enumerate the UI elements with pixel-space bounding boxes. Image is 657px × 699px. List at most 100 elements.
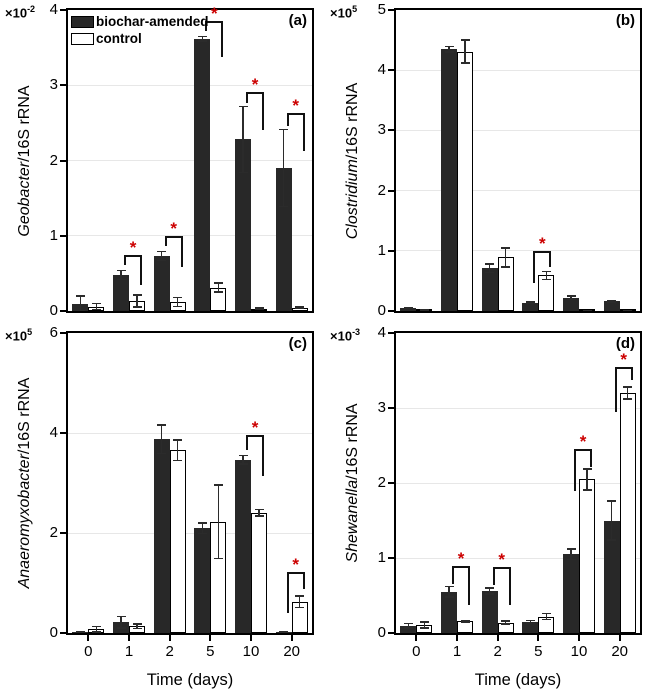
error-bar-cap-top bbox=[444, 45, 454, 48]
error-bar-line bbox=[626, 386, 629, 400]
error-bar-cap-top bbox=[501, 620, 511, 622]
gridline bbox=[68, 432, 312, 434]
significance-bracket-right-leg bbox=[630, 366, 633, 380]
error-bar-cap-bottom bbox=[623, 398, 633, 400]
significance-bracket-right-leg bbox=[262, 434, 264, 476]
error-bar-line bbox=[488, 587, 491, 595]
y-tick-label: 5 bbox=[377, 1, 386, 18]
error-bar-cap-bottom bbox=[91, 631, 101, 633]
error-bar-line bbox=[545, 612, 548, 621]
error-bar-line bbox=[79, 295, 82, 311]
error-bar-cap-bottom bbox=[623, 309, 633, 311]
error-bar-cap-bottom bbox=[566, 558, 576, 561]
bar-biochar-amended bbox=[481, 268, 498, 311]
significance-bracket-left-leg bbox=[574, 449, 576, 491]
error-bar-line bbox=[298, 595, 301, 608]
y-axis-label-genus: Geobacter bbox=[16, 161, 33, 237]
error-bar-line bbox=[242, 105, 244, 174]
error-bar-cap-bottom bbox=[238, 463, 248, 465]
x-tick-mark bbox=[250, 635, 252, 641]
error-bar-line bbox=[242, 454, 244, 465]
error-bar-line bbox=[570, 548, 572, 561]
error-bar-cap-bottom bbox=[485, 271, 495, 274]
significance-star: * bbox=[620, 349, 627, 369]
significance-bracket-top bbox=[246, 434, 264, 437]
y-tick-mark bbox=[388, 407, 394, 409]
error-bar-cap-bottom bbox=[295, 307, 305, 310]
error-bar-cap-bottom bbox=[419, 627, 429, 629]
legend-label-biochar-amended: biochar-amended bbox=[96, 13, 209, 29]
error-bar-cap-bottom bbox=[116, 627, 126, 629]
error-bar-cap-top bbox=[419, 621, 429, 623]
scale-exponent: 5 bbox=[352, 4, 358, 14]
error-bar-cap-top bbox=[541, 612, 551, 615]
legend: biochar-amended control bbox=[71, 13, 209, 47]
error-bar-cap-bottom bbox=[75, 631, 85, 633]
error-bar-cap-bottom bbox=[582, 309, 592, 311]
significance-bracket-right-leg bbox=[140, 254, 142, 285]
error-bar-line bbox=[545, 270, 548, 281]
y-tick-label: 4 bbox=[377, 61, 386, 79]
error-bar-cap-bottom bbox=[254, 308, 264, 311]
y-axis-label-genus: Clostridium bbox=[344, 158, 361, 239]
x-tick-mark bbox=[456, 635, 458, 641]
error-bar-cap-top bbox=[607, 300, 617, 302]
panel-letter: (d) bbox=[615, 335, 635, 352]
y-tick-mark bbox=[388, 632, 394, 634]
y-tick-label: 4 bbox=[377, 324, 386, 341]
panel-letter: (b) bbox=[615, 12, 635, 29]
y-tick-label: 3 bbox=[49, 76, 58, 94]
panel-letter: (c) bbox=[288, 335, 307, 352]
y-tick-mark bbox=[60, 234, 66, 237]
bar-control bbox=[457, 621, 473, 633]
bar-biochar-amended bbox=[235, 139, 251, 311]
error-bar-cap-top bbox=[197, 522, 207, 524]
y-tick-label: 6 bbox=[49, 324, 58, 341]
error-bar-cap-bottom bbox=[238, 171, 248, 174]
error-bar-cap-top bbox=[501, 247, 511, 249]
significance-bracket-left-leg bbox=[286, 571, 289, 613]
y-tick-label: 2 bbox=[49, 524, 58, 541]
y-tick-mark bbox=[60, 9, 66, 11]
error-bar-line bbox=[136, 294, 138, 308]
error-bar-cap-bottom bbox=[116, 278, 126, 281]
significance-star: * bbox=[129, 237, 137, 257]
bar-biochar-amended bbox=[603, 301, 620, 311]
error-bar-cap-top bbox=[566, 548, 576, 550]
error-bar-line bbox=[120, 269, 122, 281]
error-bar-cap-top bbox=[238, 105, 248, 108]
gridline bbox=[396, 69, 640, 71]
plot-area-d: * * * * (d) bbox=[394, 331, 642, 635]
y-axis-label-genus: Anaeromyxobacter bbox=[16, 454, 33, 589]
bar-biochar-amended bbox=[441, 49, 457, 311]
error-bar-cap-bottom bbox=[91, 308, 101, 311]
y-tick-label: 0 bbox=[49, 302, 58, 319]
significance-star: * bbox=[292, 554, 299, 574]
significance-bracket-left-leg bbox=[246, 434, 248, 450]
y-tick-label: 2 bbox=[49, 151, 58, 169]
significance-bracket-right-leg bbox=[302, 113, 305, 152]
error-bar-cap-top bbox=[254, 307, 264, 309]
error-bar-line bbox=[95, 302, 98, 311]
significance-star: * bbox=[539, 233, 546, 253]
significance-bracket-right-leg bbox=[262, 92, 264, 131]
error-bar-cap-bottom bbox=[541, 618, 551, 621]
error-bar-cap-bottom bbox=[525, 302, 535, 304]
significance-bracket-left-leg bbox=[492, 567, 495, 585]
bar-control bbox=[538, 275, 555, 311]
scale-base: ×10 bbox=[330, 328, 353, 344]
bar-control bbox=[457, 51, 473, 311]
error-bar-cap-top bbox=[295, 595, 305, 597]
scale-exponent: -3 bbox=[352, 327, 361, 337]
bar-biochar-amended bbox=[522, 302, 539, 311]
x-tick-label: 20 bbox=[611, 643, 628, 660]
significance-bracket-top bbox=[205, 20, 224, 23]
significance-bracket-top bbox=[164, 235, 183, 238]
significance-bracket-left-leg bbox=[205, 20, 208, 32]
error-bar-cap-bottom bbox=[607, 539, 617, 541]
x-tick-mark bbox=[415, 635, 418, 641]
error-bar-cap-bottom bbox=[197, 532, 207, 534]
gridline bbox=[396, 250, 640, 252]
error-bar-line bbox=[136, 623, 138, 629]
